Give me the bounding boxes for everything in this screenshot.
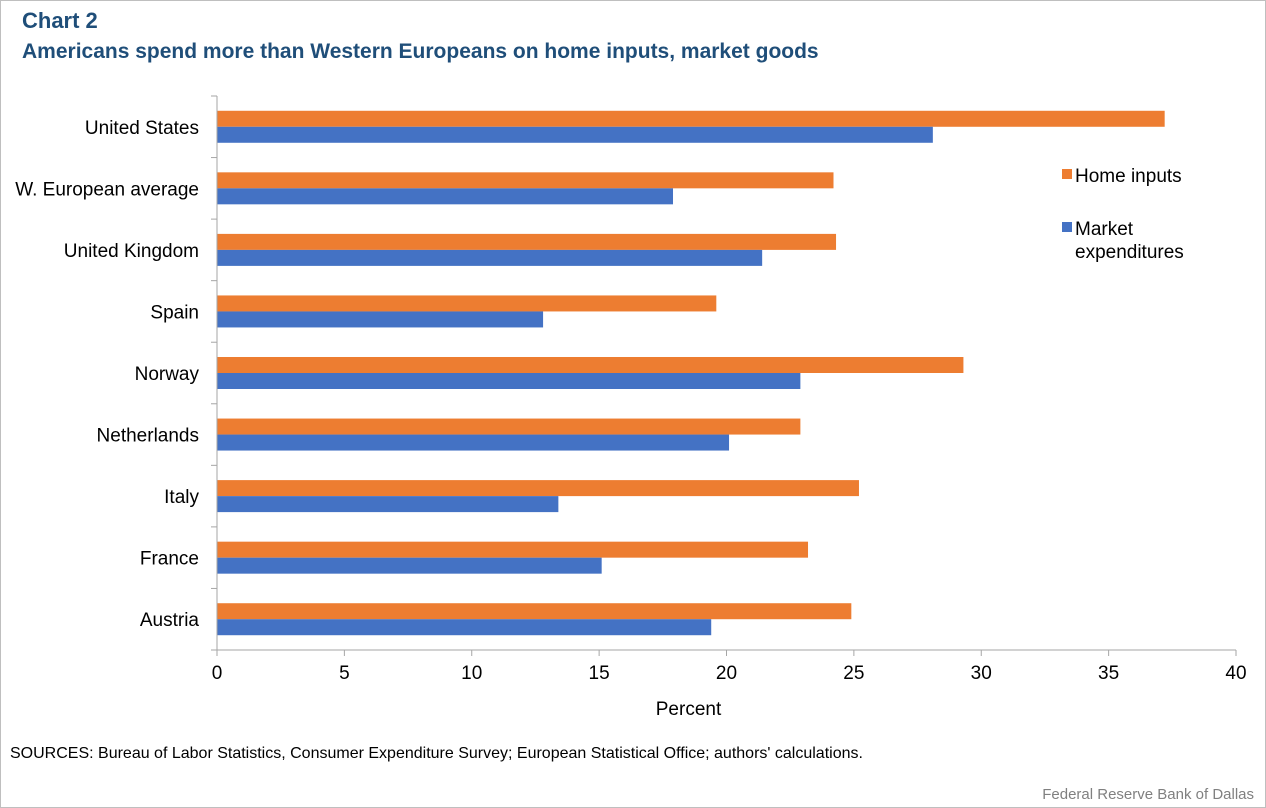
bar-market-expenditures — [217, 496, 559, 513]
bar-market-expenditures — [217, 188, 674, 205]
category-label: Norway — [135, 364, 200, 385]
category-label: France — [140, 549, 199, 570]
bar-market-expenditures — [217, 434, 730, 451]
x-axis-label: Percent — [656, 699, 722, 720]
bar-home-inputs — [217, 603, 852, 620]
x-tick-label: 5 — [339, 663, 350, 684]
x-tick-label: 40 — [1225, 663, 1246, 684]
x-tick-label: 15 — [589, 663, 610, 684]
chart-label: Chart 2 — [22, 8, 98, 33]
bar-market-expenditures — [217, 373, 801, 389]
bar-home-inputs — [217, 357, 964, 373]
category-label: Austria — [140, 610, 200, 631]
legend-label-market-expenditures: Market expenditures — [1075, 219, 1184, 263]
x-tick-label: 30 — [971, 663, 992, 684]
category-label: W. European average — [15, 179, 199, 200]
bar-home-inputs — [217, 295, 717, 312]
category-label: Italy — [164, 487, 199, 508]
legend-swatch-market-expenditures — [1062, 222, 1072, 232]
category-label: Spain — [150, 302, 199, 323]
category-label: United Kingdom — [64, 241, 199, 262]
category-label: United States — [85, 118, 199, 139]
x-tick-label: 35 — [1098, 663, 1119, 684]
chart-title: Americans spend more than Western Europe… — [22, 40, 819, 63]
bar-home-inputs — [217, 233, 837, 250]
x-tick-label: 25 — [843, 663, 864, 684]
legend-swatch-home-inputs — [1062, 169, 1072, 179]
bar-home-inputs — [217, 172, 834, 189]
bar-market-expenditures — [217, 619, 712, 636]
bar-market-expenditures — [217, 126, 933, 143]
x-tick-label: 10 — [461, 663, 482, 684]
legend-label-home-inputs: Home inputs — [1075, 166, 1182, 187]
bar-market-expenditures — [217, 311, 544, 328]
credit-text: Federal Reserve Bank of Dallas — [1042, 786, 1254, 803]
bar-home-inputs — [217, 418, 801, 435]
bar-home-inputs — [217, 480, 859, 497]
category-label: Netherlands — [97, 426, 199, 447]
bar-home-inputs — [217, 110, 1165, 127]
bar-market-expenditures — [217, 557, 602, 574]
x-tick-label: 20 — [716, 663, 737, 684]
bar-home-inputs — [217, 541, 809, 558]
sources-note: SOURCES: Bureau of Labor Statistics, Con… — [10, 745, 863, 762]
bar-market-expenditures — [217, 249, 763, 266]
x-tick-label: 0 — [212, 663, 223, 684]
